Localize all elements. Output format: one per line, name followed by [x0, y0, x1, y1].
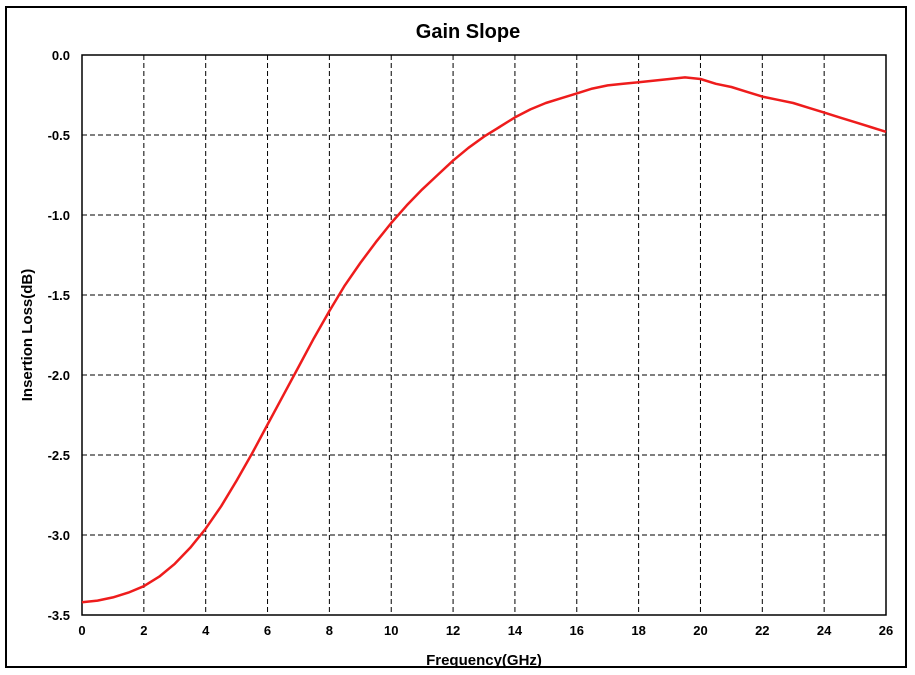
y-tick-label: -3.5: [48, 608, 70, 623]
x-tick-label: 24: [817, 623, 832, 638]
x-tick-label: 0: [78, 623, 85, 638]
y-tick-label: -1.0: [48, 208, 70, 223]
y-tick-label: -0.5: [48, 128, 70, 143]
y-tick-label: -2.5: [48, 448, 70, 463]
x-tick-label: 4: [202, 623, 210, 638]
y-tick-label: 0.0: [52, 48, 70, 63]
x-tick-label: 26: [879, 623, 893, 638]
x-tick-label: 10: [384, 623, 398, 638]
x-tick-label: 12: [446, 623, 460, 638]
y-tick-labels: 0.0 -0.5 -1.0 -1.5 -2.0 -2.5 -3.0 -3.5: [48, 48, 70, 623]
x-tick-label: 20: [693, 623, 707, 638]
x-tick-label: 18: [631, 623, 645, 638]
grid-lines: [82, 55, 886, 615]
x-tick-label: 6: [264, 623, 271, 638]
y-tick-label: -1.5: [48, 288, 70, 303]
x-tick-label: 2: [140, 623, 147, 638]
y-axis-label: Insertion Loss(dB): [19, 269, 36, 402]
chart-frame: [5, 6, 907, 668]
x-tick-label: 14: [508, 623, 523, 638]
chart-title: Gain Slope: [416, 21, 520, 43]
x-tick-labels: 0 2 4 6 8 10 12 14 16 18 20 22 24 26: [78, 623, 893, 638]
y-tick-label: -2.0: [48, 368, 70, 383]
x-tick-label: 16: [570, 623, 584, 638]
y-tick-label: -3.0: [48, 528, 70, 543]
x-tick-label: 22: [755, 623, 769, 638]
x-axis-label: Frequency(GHz): [426, 652, 542, 669]
plot-area-border: [81, 54, 887, 616]
insertion-loss-line: [81, 76, 887, 604]
x-tick-label: 8: [326, 623, 333, 638]
